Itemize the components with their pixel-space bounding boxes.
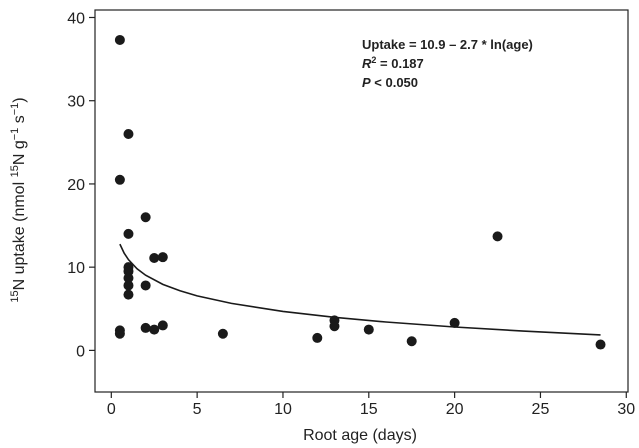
point — [406, 336, 417, 347]
point — [114, 174, 125, 185]
point — [140, 322, 151, 333]
point — [217, 328, 228, 339]
point — [123, 280, 134, 291]
point — [595, 339, 606, 350]
point — [492, 231, 503, 242]
p-text: < 0.050 — [371, 75, 418, 90]
r2-sup: 2 — [371, 55, 376, 65]
x-tick-label: 30 — [617, 401, 635, 418]
y-label-part: 15 — [9, 290, 21, 302]
x-tick-label: 20 — [446, 401, 464, 418]
x-axis-label: Root age (days) — [303, 427, 417, 444]
plot-frame — [94, 9, 629, 393]
y-tick-label: 10 — [67, 260, 85, 277]
point — [312, 332, 323, 343]
y-label-part: ) — [11, 97, 28, 102]
x-tick-label: 10 — [274, 401, 292, 418]
point — [114, 34, 125, 45]
y-tick-label: 30 — [67, 94, 85, 111]
point — [114, 328, 125, 339]
point — [123, 272, 134, 283]
point — [157, 252, 168, 263]
r-squared: R2 = 0.187 — [362, 55, 424, 71]
x-tick-label: 15 — [360, 401, 378, 418]
fit-curve — [119, 243, 601, 336]
r2-symbol: R — [362, 56, 372, 71]
point — [123, 289, 134, 300]
point — [157, 320, 168, 331]
x-tick-label: 0 — [107, 401, 116, 418]
r2-value: = 0.187 — [376, 56, 423, 71]
point — [363, 324, 374, 335]
x-tick-label: 5 — [193, 401, 202, 418]
y-axis-label: 15N uptake (nmol 15N g−1 s−1) — [9, 97, 28, 302]
y-label-part: N g — [11, 140, 28, 165]
point — [140, 280, 151, 291]
y-label-part: −1 — [9, 103, 21, 116]
p-symbol: P — [362, 75, 371, 90]
point — [149, 324, 160, 335]
point — [140, 212, 151, 223]
point — [329, 321, 340, 332]
y-label-part: 15 — [9, 165, 21, 177]
x-tick-label: 25 — [532, 401, 550, 418]
point — [449, 317, 460, 328]
point — [149, 253, 160, 264]
y-tick-label: 20 — [67, 177, 85, 194]
point — [123, 228, 134, 239]
point — [123, 129, 134, 140]
y-tick-label: 0 — [76, 343, 85, 360]
y-tick-label: 40 — [67, 10, 85, 27]
y-label-part: s — [11, 115, 28, 127]
p-value: P < 0.050 — [362, 75, 418, 90]
y-label-part: −1 — [9, 128, 21, 141]
equation: Uptake = 10.9 – 2.7 * ln(age) — [362, 37, 533, 52]
y-label-part: N uptake (nmol — [11, 177, 28, 290]
